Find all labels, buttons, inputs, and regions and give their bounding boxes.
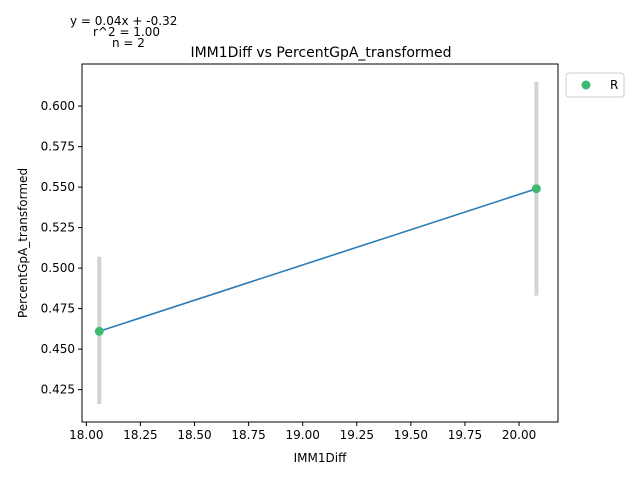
annotation-block: y = 0.04x + -0.32 r^2 = 1.00 n = 2 [70,14,177,50]
x-tick-label: 19.00 [286,428,320,442]
data-point [94,326,104,336]
y-tick-label: 0.550 [41,180,75,194]
x-tick-label: 19.50 [394,428,428,442]
chart-title: IMM1Diff vs PercentGpA_transformed [190,45,451,61]
error-bars [97,81,539,405]
r-squared-annotation: r^2 = 1.00 [93,25,160,39]
x-axis: 18.00 18.25 18.50 18.75 19.00 19.25 19.50 19.75… [69,422,536,442]
y-tick-label: 0.600 [41,99,75,113]
x-tick-label: 18.25 [123,428,157,442]
x-tick-label: 18.75 [231,428,265,442]
x-axis-label: IMM1Diff [294,451,347,465]
regression-line [99,187,537,333]
x-tick-label: 18.00 [69,428,103,442]
y-tick-label: 0.525 [41,221,75,235]
equation-annotation: y = 0.04x + -0.32 [70,14,177,28]
y-tick-label: 0.425 [41,383,75,397]
y-axis-label: PercentGpA_transformed [16,168,30,318]
n-annotation: n = 2 [112,36,145,50]
data-point [531,184,541,194]
legend-label-r: R [610,78,618,92]
y-tick-label: 0.500 [41,261,75,275]
x-tick-label: 19.75 [448,428,482,442]
plot-area-frame [81,63,559,423]
y-tick-label: 0.450 [41,342,75,356]
legend-box [565,72,625,98]
legend-marker [581,80,591,90]
x-tick-label: 19.25 [340,428,374,442]
x-tick-label: 20.00 [502,428,536,442]
data-points [94,184,541,336]
x-tick-label: 18.50 [177,428,211,442]
y-axis: 0.425 0.450 0.475 0.500 0.525 0.550 0.575 0.600 [41,99,82,397]
y-tick-label: 0.475 [41,302,75,316]
y-tick-label: 0.575 [41,140,75,154]
legend: R [565,72,625,98]
fit-line-group [99,187,537,333]
